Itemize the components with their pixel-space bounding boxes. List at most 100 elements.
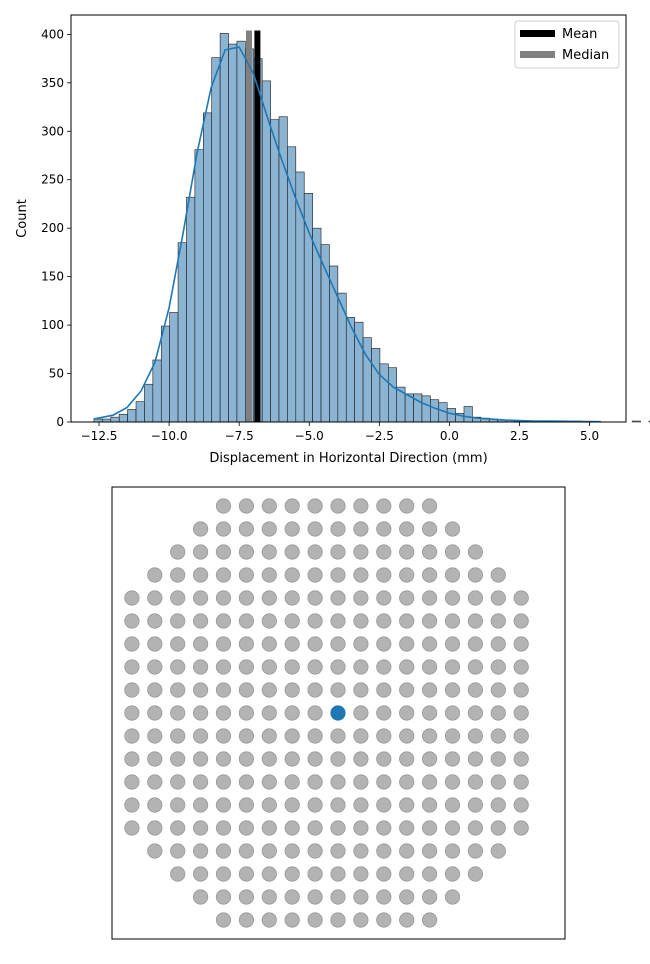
- grid-point: [330, 751, 346, 767]
- grid-point: [353, 567, 369, 583]
- histogram-bar: [203, 112, 213, 423]
- grid-point: [215, 521, 232, 537]
- grid-point: [238, 866, 254, 882]
- grid-point: [513, 728, 529, 744]
- grid-point: [307, 705, 323, 721]
- grid-point: [238, 774, 254, 790]
- grid-point: [330, 843, 346, 859]
- grid-point: [284, 567, 300, 583]
- grid-point: [124, 820, 140, 836]
- grid-point: [330, 521, 346, 537]
- grid-point: [490, 797, 506, 813]
- histogram-bar: [135, 401, 145, 423]
- grid-point: [261, 774, 277, 790]
- grid-point: [353, 590, 369, 606]
- grid-point: [261, 567, 277, 583]
- grid-point: [376, 820, 392, 836]
- grid-point: [124, 613, 140, 629]
- grid-point: [353, 498, 369, 514]
- y-tick-label: 350: [41, 76, 64, 90]
- grid-point: [215, 843, 232, 859]
- grid-point: [444, 751, 461, 767]
- grid-point: [124, 797, 140, 813]
- mean-median-lines: [245, 30, 261, 422]
- grid-point: [399, 682, 415, 698]
- grid-point: [421, 843, 438, 859]
- grid-point: [353, 774, 369, 790]
- grid-point: [330, 498, 346, 514]
- histogram-bar: [110, 416, 120, 423]
- histogram-bar: [194, 149, 204, 423]
- grid-point: [193, 797, 209, 813]
- grid-point: [421, 728, 438, 744]
- grid-point: [376, 912, 392, 928]
- grid-point: [193, 866, 209, 882]
- grid-point: [353, 659, 369, 675]
- grid-point: [147, 705, 163, 721]
- grid-point: [467, 820, 483, 836]
- grid-point: [215, 889, 232, 905]
- grid-point: [490, 636, 506, 652]
- histogram-bar: [236, 40, 246, 423]
- grid-point: [307, 797, 323, 813]
- grid-point: [421, 751, 438, 767]
- grid-point: [376, 866, 392, 882]
- grid-point: [353, 912, 369, 928]
- grid-point: [330, 820, 346, 836]
- y-tick-label: 150: [41, 270, 64, 284]
- grid-point: [307, 498, 323, 514]
- grid-point: [353, 682, 369, 698]
- grid-point: [330, 659, 346, 675]
- grid-point: [444, 521, 461, 537]
- grid-point: [215, 636, 232, 652]
- grid-point: [399, 751, 415, 767]
- grid-map-panel: [111, 486, 566, 940]
- y-axis-ticks: 0 50 100 150 200 250 300 350 400: [41, 27, 71, 429]
- grid-point: [238, 498, 254, 514]
- grid-point: [330, 912, 346, 928]
- grid-point: [238, 797, 254, 813]
- grid-point: [353, 613, 369, 629]
- grid-point: [467, 774, 483, 790]
- histogram-bar: [261, 80, 271, 423]
- grid-point: [307, 889, 323, 905]
- grid-point: [421, 682, 438, 698]
- grid-point: [376, 521, 392, 537]
- grid-point: [421, 521, 438, 537]
- grid-point: [193, 820, 209, 836]
- grid-point: [444, 843, 461, 859]
- histogram-bar: [388, 367, 398, 423]
- grid-point: [467, 636, 483, 652]
- grid-point: [444, 820, 461, 836]
- grid-point: [284, 797, 300, 813]
- grid-point: [307, 613, 323, 629]
- grid-point: [215, 659, 232, 675]
- y-tick-label: 250: [41, 173, 64, 187]
- grid-point: [330, 613, 346, 629]
- grid-point: [444, 682, 461, 698]
- grid-point: [307, 544, 323, 560]
- histogram-bar: [345, 317, 355, 423]
- histogram-bar: [186, 196, 196, 423]
- histogram-bar: [160, 325, 170, 423]
- grid-point: [467, 567, 483, 583]
- grid-point: [513, 705, 529, 721]
- grid-point: [307, 590, 323, 606]
- grid-point: [215, 774, 232, 790]
- grid-point: [421, 912, 438, 928]
- grid-point: [307, 820, 323, 836]
- grid-point: [376, 889, 392, 905]
- histogram-bar: [446, 408, 456, 423]
- grid-point: [147, 567, 163, 583]
- grid-point: [170, 774, 186, 790]
- grid-point: [238, 912, 254, 928]
- histogram-bar: [379, 363, 389, 423]
- grid-point: [238, 544, 254, 560]
- histogram-bar: [127, 409, 137, 423]
- grid-point: [376, 567, 392, 583]
- grid-point: [147, 843, 163, 859]
- grid-point: [399, 659, 415, 675]
- grid-point: [124, 751, 140, 767]
